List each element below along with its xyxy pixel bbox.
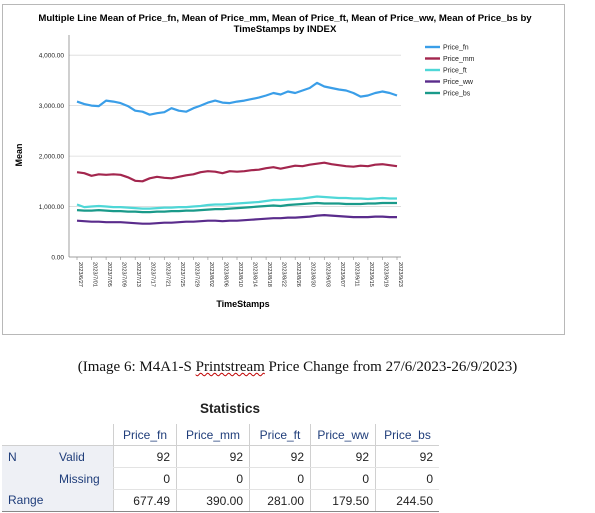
- x-tick-label: 2023/7/09: [121, 262, 127, 287]
- x-tick-label: 2023/7/29: [193, 262, 199, 287]
- caption-suffix: Price Change from 27/6/2023-26/9/2023): [264, 359, 518, 375]
- y-axis-label: Mean: [14, 143, 24, 166]
- column-header: Price_mm: [176, 424, 250, 446]
- y-gridlines: [69, 54, 401, 258]
- column-header: Price_bs: [375, 424, 439, 446]
- x-tick-label: 2023/7/05: [106, 262, 112, 287]
- column-header: Price_ft: [249, 424, 311, 446]
- x-tick-label: 2023/7/21: [164, 262, 170, 287]
- table-row: N Valid 92 92 92 92 92: [2, 445, 439, 468]
- table-cell: 0: [249, 467, 311, 490]
- row-group-label: Range: [2, 489, 53, 512]
- row-label: Missing: [53, 467, 114, 490]
- line-chart: Multiple Line Mean of Price_fn, Mean of …: [14, 13, 532, 309]
- header-blank: [2, 424, 53, 446]
- table-cell: 92: [375, 445, 439, 468]
- table-header-row: Price_fn Price_mm Price_ft Price_ww Pric…: [2, 424, 439, 446]
- legend-label-price-ww: Price_ww: [443, 79, 474, 86]
- table-cell: 92: [176, 445, 250, 468]
- y-tick-label: 3,000.00: [39, 103, 65, 110]
- series-line-price-fn: [76, 81, 398, 116]
- y-tick-label: 4,000.00: [39, 53, 65, 60]
- column-header: Price_fn: [113, 424, 177, 446]
- x-tick-label: 2023/9/19: [382, 262, 388, 287]
- y-tick-label: 0.00: [51, 255, 64, 262]
- x-tick-label: 2023/8/14: [252, 262, 258, 287]
- header-blank: [53, 424, 114, 446]
- x-tick-label: 2023/9/11: [353, 262, 359, 286]
- x-tick-label: 2023/7/17: [150, 262, 156, 287]
- chart-frame: Multiple Line Mean of Price_fn, Mean of …: [2, 4, 565, 335]
- table-cell: 92: [310, 445, 376, 468]
- x-tick-label: 2023/9/07: [339, 262, 345, 287]
- x-axis-ticks: 2023/6/27 2023/7/01 2023/7/05 2023/7/09 2023…: [76, 257, 403, 287]
- x-tick-label: 2023/7/13: [135, 262, 141, 287]
- row-group-label: N: [2, 445, 53, 468]
- table-cell: 92: [249, 445, 311, 468]
- table-cell: 92: [113, 445, 177, 468]
- x-tick-label: 2023/7/25: [179, 262, 185, 287]
- x-tick-label: 2023/8/22: [281, 262, 287, 287]
- x-tick-label: 2023/9/03: [324, 262, 330, 287]
- caption-prefix: (Image 6: M4A1-S: [77, 359, 196, 375]
- figure-caption: (Image 6: M4A1-S Printstream Price Chang…: [0, 359, 595, 376]
- y-tick-label: 1,000.00: [39, 204, 65, 211]
- chart-legend: Price_fn Price_mm Price_ft Price_ww Price_bs: [425, 45, 475, 98]
- table-cell: 0: [176, 467, 250, 490]
- x-tick-label: 2023/9/23: [397, 262, 403, 287]
- chart-title-line2: TimeStamps by INDEX: [234, 24, 337, 35]
- x-tick-label: 2023/8/06: [222, 262, 228, 287]
- x-tick-label: 2023/8/02: [208, 262, 214, 287]
- table-row: Missing 0 0 0 0 0: [2, 467, 439, 490]
- table-cell: 281.00: [249, 489, 311, 512]
- statistics-title: Statistics: [199, 401, 261, 416]
- x-axis-label: TimeStamps: [216, 299, 269, 309]
- x-tick-label: 2023/8/18: [266, 262, 272, 287]
- series-line-price-mm: [76, 161, 398, 183]
- x-tick-label: 2023/6/27: [77, 262, 83, 287]
- y-axis-ticks: 0.00 1,000.00 2,000.00 3,000.00 4,000.00: [39, 53, 65, 262]
- legend-label-price-bs: Price_bs: [443, 91, 471, 98]
- table-cell: 390.00: [176, 489, 250, 512]
- legend-label-price-fn: Price_fn: [443, 45, 469, 52]
- table-cell: 0: [310, 467, 376, 490]
- table-cell: 179.50: [310, 489, 376, 512]
- legend-label-price-ft: Price_ft: [443, 68, 467, 75]
- x-tick-label: 2023/8/10: [237, 262, 243, 287]
- row-group-label: [2, 467, 53, 490]
- table-cell: 677.49: [113, 489, 177, 512]
- caption-misspelled-word: Printstream: [195, 359, 265, 375]
- table-cell: 0: [375, 467, 439, 490]
- table-cell: 244.50: [375, 489, 439, 512]
- statistics-table: Price_fn Price_mm Price_ft Price_ww Pric…: [2, 424, 439, 512]
- legend-label-price-mm: Price_mm: [443, 56, 475, 63]
- table-row: Range 677.49 390.00 281.00 179.50 244.50: [2, 489, 439, 512]
- x-tick-label: 2023/9/15: [368, 262, 374, 287]
- table-cell: 0: [113, 467, 177, 490]
- y-tick-label: 2,000.00: [39, 154, 65, 161]
- column-header: Price_ww: [310, 424, 376, 446]
- x-tick-label: 2023/8/30: [310, 262, 316, 287]
- series-lines: [76, 81, 398, 225]
- row-label: [53, 489, 114, 512]
- x-tick-label: 2023/7/01: [92, 262, 98, 287]
- series-line-price-bs: [76, 201, 397, 214]
- row-label: Valid: [53, 445, 114, 468]
- series-line-price-ww: [76, 214, 397, 225]
- chart-title-line1: Multiple Line Mean of Price_fn, Mean of …: [38, 13, 532, 24]
- series-line-price-ft: [76, 195, 397, 210]
- x-tick-label: 2023/8/26: [295, 262, 301, 287]
